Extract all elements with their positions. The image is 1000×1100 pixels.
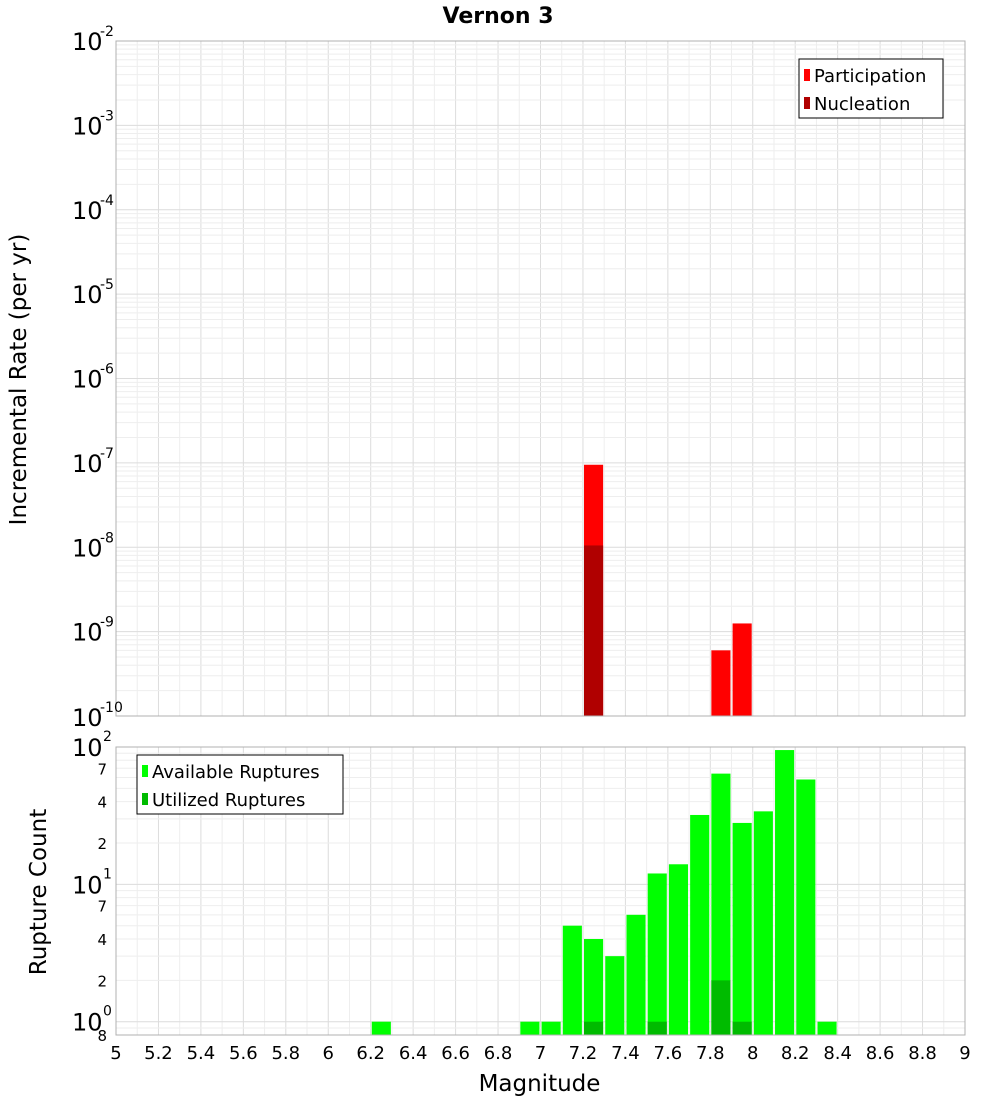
available-bar	[520, 1021, 540, 1035]
x-tick-label: 6	[323, 1043, 334, 1064]
utilized-bar	[711, 980, 731, 1035]
x-tick-label: 7.4	[611, 1043, 640, 1064]
legend-label: Available Ruptures	[152, 762, 320, 783]
x-tick-label: 8.2	[781, 1043, 810, 1064]
chart-title: Vernon 3	[443, 4, 554, 29]
y-tick-label: 10	[72, 281, 103, 309]
x-tick-label: 5.6	[229, 1043, 258, 1064]
y-minor-tick-label: 4	[97, 931, 107, 949]
y-minor-tick-label: 2	[97, 972, 107, 990]
legend-swatch	[804, 97, 810, 109]
x-tick-label: 5	[110, 1043, 121, 1064]
available-bar	[605, 956, 625, 1035]
y-axis-title: Incremental Rate (per yr)	[6, 234, 32, 526]
y-tick-exponent: -9	[100, 615, 114, 631]
participation-bar	[711, 650, 731, 716]
x-axis-title: Magnitude	[479, 1071, 601, 1097]
available-bar	[690, 814, 710, 1035]
x-tick-label: 5.2	[144, 1043, 173, 1064]
y-tick-label: 10	[72, 534, 103, 562]
x-tick-label: 7.8	[696, 1043, 725, 1064]
available-bar	[647, 873, 667, 1035]
y-tick-exponent: -2	[100, 24, 114, 40]
y-tick-exponent: -7	[100, 446, 114, 462]
y-minor-tick-label: 8	[97, 1027, 107, 1045]
legend-label: Participation	[814, 66, 926, 87]
available-bar	[796, 779, 816, 1035]
available-bar	[732, 822, 752, 1035]
nucleation-bar	[584, 545, 604, 716]
y-tick-label: 10	[72, 366, 103, 394]
x-tick-label: 8.8	[908, 1043, 937, 1064]
available-bar	[753, 811, 773, 1035]
y-tick-exponent: 1	[103, 866, 112, 882]
legend-label: Nucleation	[814, 94, 910, 115]
y-tick-label: 10	[72, 112, 103, 140]
x-tick-label: 5.8	[271, 1043, 300, 1064]
participation-bar	[732, 623, 752, 716]
available-bar	[541, 1021, 561, 1035]
y-tick-exponent: -10	[100, 700, 123, 716]
legend-label: Utilized Ruptures	[152, 790, 305, 811]
x-tick-label: 9	[959, 1043, 970, 1064]
y-minor-tick-label: 7	[97, 898, 107, 916]
available-bar	[371, 1021, 391, 1035]
y-minor-tick-label: 2	[97, 835, 107, 853]
available-bar	[711, 773, 731, 1035]
legend-swatch	[142, 793, 148, 805]
x-tick-label: 8	[747, 1043, 758, 1064]
top-panel: 10-210-310-410-510-610-710-810-910-10Inc…	[6, 24, 966, 732]
available-bar	[584, 939, 604, 1035]
legend-swatch	[804, 69, 810, 81]
y-tick-label: 10	[72, 197, 103, 225]
available-bar	[668, 864, 689, 1035]
y-tick-exponent: -6	[100, 362, 114, 378]
utilized-bar	[584, 1021, 604, 1035]
available-bar	[817, 1021, 837, 1035]
x-tick-label: 8.6	[866, 1043, 895, 1064]
plot-border	[115, 40, 966, 717]
y-tick-exponent: -8	[100, 530, 114, 546]
available-bar	[626, 914, 646, 1035]
x-tick-label: 6.2	[356, 1043, 385, 1064]
y-tick-exponent: 0	[103, 1004, 112, 1020]
utilized-bar	[647, 1021, 667, 1035]
x-tick-label: 6.8	[484, 1043, 513, 1064]
y-minor-tick-label: 4	[97, 794, 107, 812]
y-tick-label: 10	[72, 1009, 103, 1037]
y-axis-title: Rupture Count	[26, 809, 52, 975]
x-tick-label: 7.6	[654, 1043, 683, 1064]
y-tick-label: 10	[72, 871, 103, 899]
y-tick-label: 10	[72, 619, 103, 647]
y-tick-label: 10	[72, 450, 103, 478]
legend-bottom-box	[136, 754, 344, 815]
available-bar	[775, 750, 795, 1035]
plot-border	[115, 746, 966, 1036]
x-tick-label: 6.6	[441, 1043, 470, 1064]
y-tick-label: 10	[72, 704, 103, 732]
x-tick-label: 8.4	[823, 1043, 852, 1064]
y-tick-label: 10	[72, 28, 103, 56]
x-tick-label: 6.4	[399, 1043, 428, 1064]
y-minor-tick-label: 7	[97, 760, 107, 778]
y-tick-label: 10	[72, 734, 103, 762]
utilized-bar	[732, 1021, 752, 1035]
x-tick-label: 7.2	[569, 1043, 598, 1064]
y-tick-exponent: 2	[103, 729, 112, 745]
x-tick-label: 7	[535, 1043, 546, 1064]
y-tick-exponent: -4	[100, 193, 114, 209]
x-tick-label: 5.4	[187, 1043, 216, 1064]
y-tick-exponent: -5	[100, 277, 114, 293]
available-bar	[562, 925, 582, 1035]
legend-top-box	[798, 58, 944, 119]
y-tick-exponent: -3	[100, 108, 114, 124]
legend-swatch	[142, 765, 148, 777]
